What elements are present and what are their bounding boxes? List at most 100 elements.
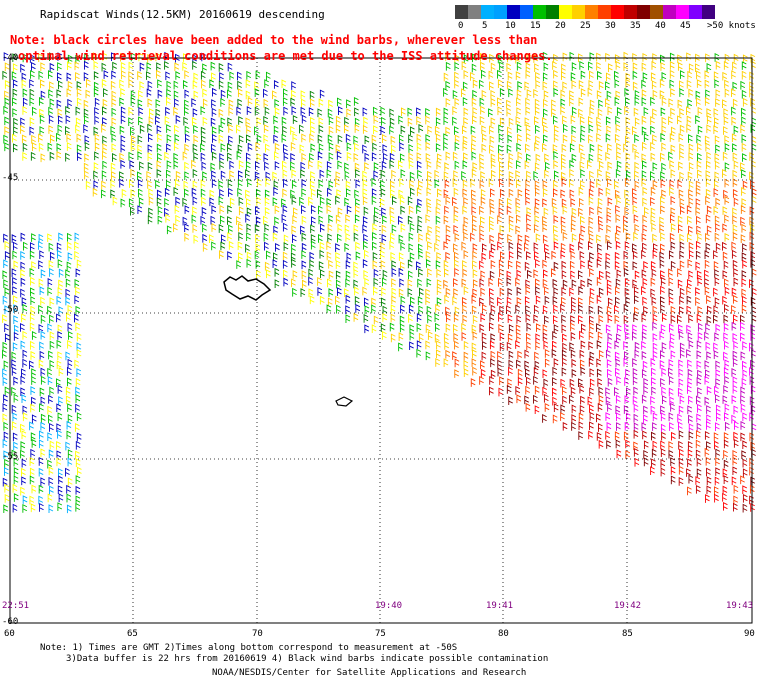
wind-barb	[525, 188, 530, 197]
wind-barb	[274, 142, 280, 152]
wind-barb	[472, 214, 477, 224]
wind-barb	[49, 151, 55, 161]
wind-barb	[588, 124, 594, 134]
wind-barb	[21, 394, 27, 403]
wind-barb	[634, 170, 639, 180]
wind-barb	[517, 350, 523, 360]
wind-barb	[434, 125, 440, 135]
wind-barb	[427, 178, 432, 188]
wind-barb	[605, 260, 611, 270]
wind-barb	[633, 429, 639, 439]
wind-barb	[742, 440, 748, 450]
wind-barb	[706, 205, 712, 215]
wind-barb	[3, 105, 9, 115]
wind-barb	[364, 305, 370, 315]
wind-barb	[40, 90, 46, 100]
wind-barb	[22, 504, 28, 513]
wind-barb	[173, 223, 178, 232]
wind-barb	[616, 449, 622, 459]
wind-barb	[625, 296, 630, 306]
wind-barb	[742, 180, 748, 190]
wind-barb	[353, 224, 359, 234]
wind-barb	[704, 375, 710, 385]
wind-barb	[202, 116, 208, 126]
wind-barb	[588, 116, 593, 125]
wind-barb	[669, 79, 675, 89]
wind-barb	[255, 260, 261, 269]
wind-barb	[569, 189, 575, 199]
wind-barb	[722, 168, 727, 178]
wind-barb	[553, 133, 559, 143]
wind-barb	[579, 384, 585, 394]
wind-barb	[11, 351, 17, 361]
wind-barb	[246, 251, 252, 261]
wind-barb	[462, 188, 468, 198]
wind-barb	[166, 180, 171, 189]
wind-barb	[706, 151, 712, 161]
wind-barb	[650, 142, 655, 151]
wind-barb	[103, 70, 109, 79]
wind-barb	[317, 108, 323, 118]
wind-barb	[742, 54, 748, 64]
wind-barb	[669, 340, 675, 350]
wind-barb	[381, 234, 387, 243]
wind-barb	[562, 279, 568, 289]
wind-barb	[228, 240, 234, 250]
wind-barb	[175, 114, 181, 124]
wind-barb	[29, 360, 34, 370]
wind-barb	[732, 357, 738, 367]
wind-barb	[13, 260, 19, 270]
wind-barb	[85, 78, 91, 88]
wind-barb	[398, 115, 403, 125]
wind-barb	[371, 177, 377, 187]
wind-barb	[534, 360, 540, 370]
wind-barb	[742, 468, 748, 478]
wind-barb	[408, 144, 414, 153]
wind-barb	[641, 233, 647, 242]
wind-barb	[354, 124, 360, 133]
wind-barb	[319, 169, 325, 179]
wind-barb	[508, 359, 514, 369]
wind-barb	[318, 143, 324, 153]
wind-barb	[337, 287, 342, 296]
wind-barb	[596, 413, 601, 423]
wind-barb	[409, 171, 415, 181]
wind-barb	[506, 205, 512, 215]
wind-barb	[301, 133, 306, 143]
wind-barb	[580, 215, 585, 225]
wind-barb	[445, 98, 451, 107]
wind-barb	[616, 160, 622, 170]
wind-barb	[641, 79, 646, 89]
wind-barb	[488, 277, 494, 287]
wind-barb	[66, 241, 72, 251]
wind-barb	[515, 277, 520, 287]
wind-barb	[578, 241, 583, 251]
wind-barb	[741, 107, 746, 117]
wind-barb	[380, 126, 386, 135]
wind-barb	[472, 115, 477, 125]
wind-barb	[66, 430, 72, 440]
wind-barb	[570, 115, 576, 124]
scale-swatch	[533, 5, 546, 19]
wind-barb	[506, 305, 511, 314]
wind-barb	[588, 331, 594, 340]
wind-barb	[76, 342, 82, 352]
wind-barb	[452, 106, 458, 115]
wind-barb	[722, 468, 728, 478]
wind-barb	[552, 205, 558, 215]
wind-barb	[515, 54, 520, 64]
wind-barb	[255, 234, 260, 243]
wind-barb	[480, 189, 486, 198]
wind-barb	[317, 276, 322, 286]
wind-barb	[389, 215, 395, 224]
wind-barb	[705, 232, 710, 242]
wind-barb	[625, 97, 630, 106]
wind-barb	[615, 367, 620, 377]
wind-barb	[219, 72, 224, 81]
wind-barb	[228, 187, 233, 197]
wind-barb	[560, 378, 566, 388]
wind-barb	[40, 448, 46, 458]
wind-barb	[112, 153, 117, 162]
wind-barb	[399, 195, 405, 205]
wind-barb	[292, 215, 298, 225]
